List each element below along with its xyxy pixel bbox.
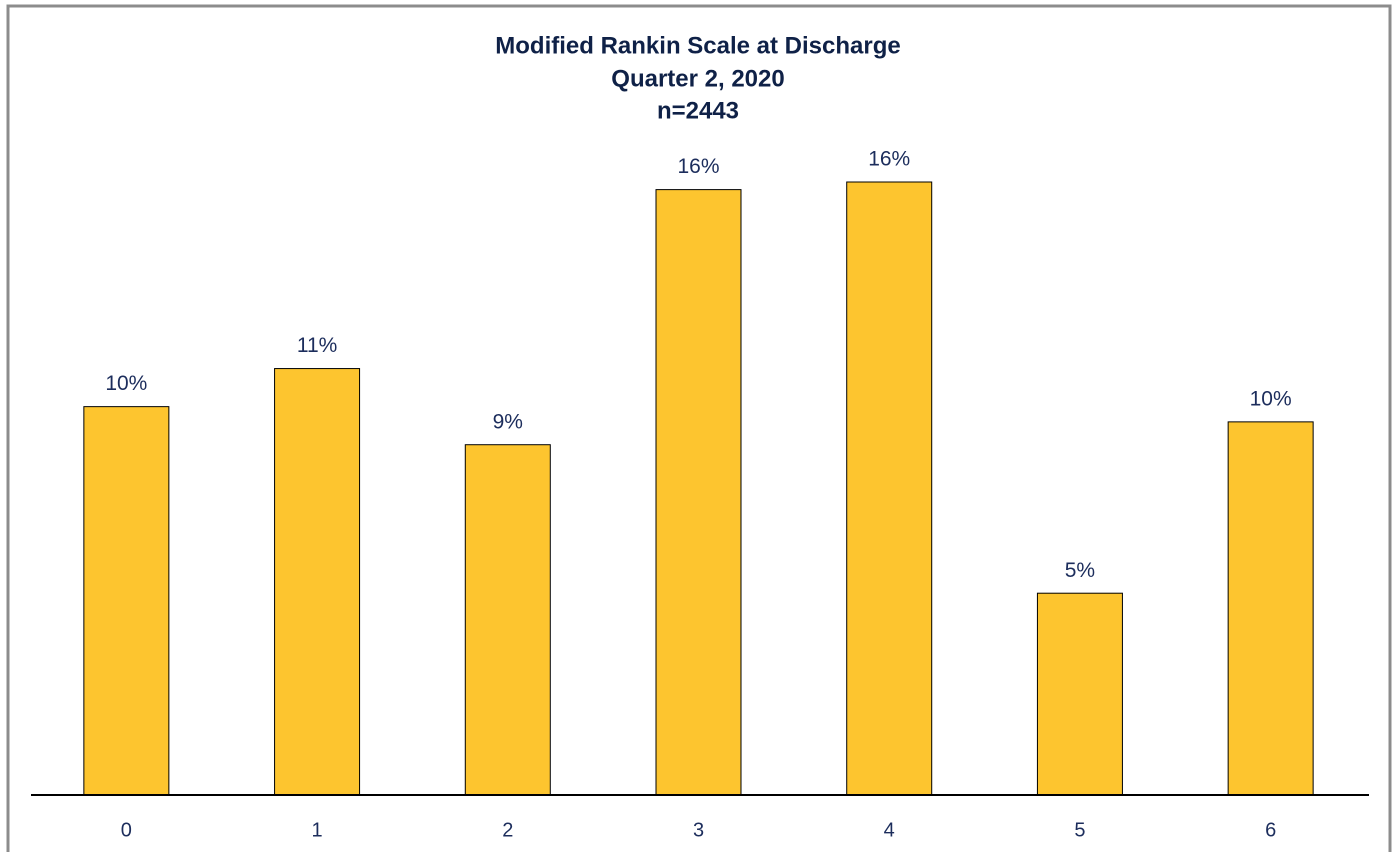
- data-label: 10%: [105, 372, 147, 395]
- bar: [1036, 592, 1123, 796]
- bar: [846, 181, 933, 796]
- bar: [274, 368, 361, 796]
- data-label: 9%: [493, 410, 523, 433]
- bar: [655, 189, 742, 796]
- bar: [464, 444, 551, 796]
- chart-annotation: n=2443: [657, 97, 739, 124]
- bar: [83, 406, 170, 796]
- x-tick-label: 1: [312, 819, 323, 841]
- data-label: 10%: [1250, 387, 1292, 410]
- data-label: 16%: [677, 155, 719, 178]
- x-tick-label: 0: [121, 819, 132, 841]
- data-label: 16%: [868, 148, 910, 171]
- x-tick-label: 2: [502, 819, 513, 841]
- data-label: 11%: [297, 334, 337, 357]
- x-tick-label: 5: [1074, 819, 1085, 841]
- chart-subtitle: Quarter 2, 2020: [611, 65, 784, 92]
- x-tick-label: 4: [884, 819, 895, 841]
- chart-title: Modified Rankin Scale at Discharge: [495, 32, 900, 59]
- x-tick-label: 6: [1265, 819, 1276, 841]
- data-label: 5%: [1065, 559, 1095, 582]
- x-tick-label: 3: [693, 819, 704, 841]
- bar: [1227, 421, 1314, 796]
